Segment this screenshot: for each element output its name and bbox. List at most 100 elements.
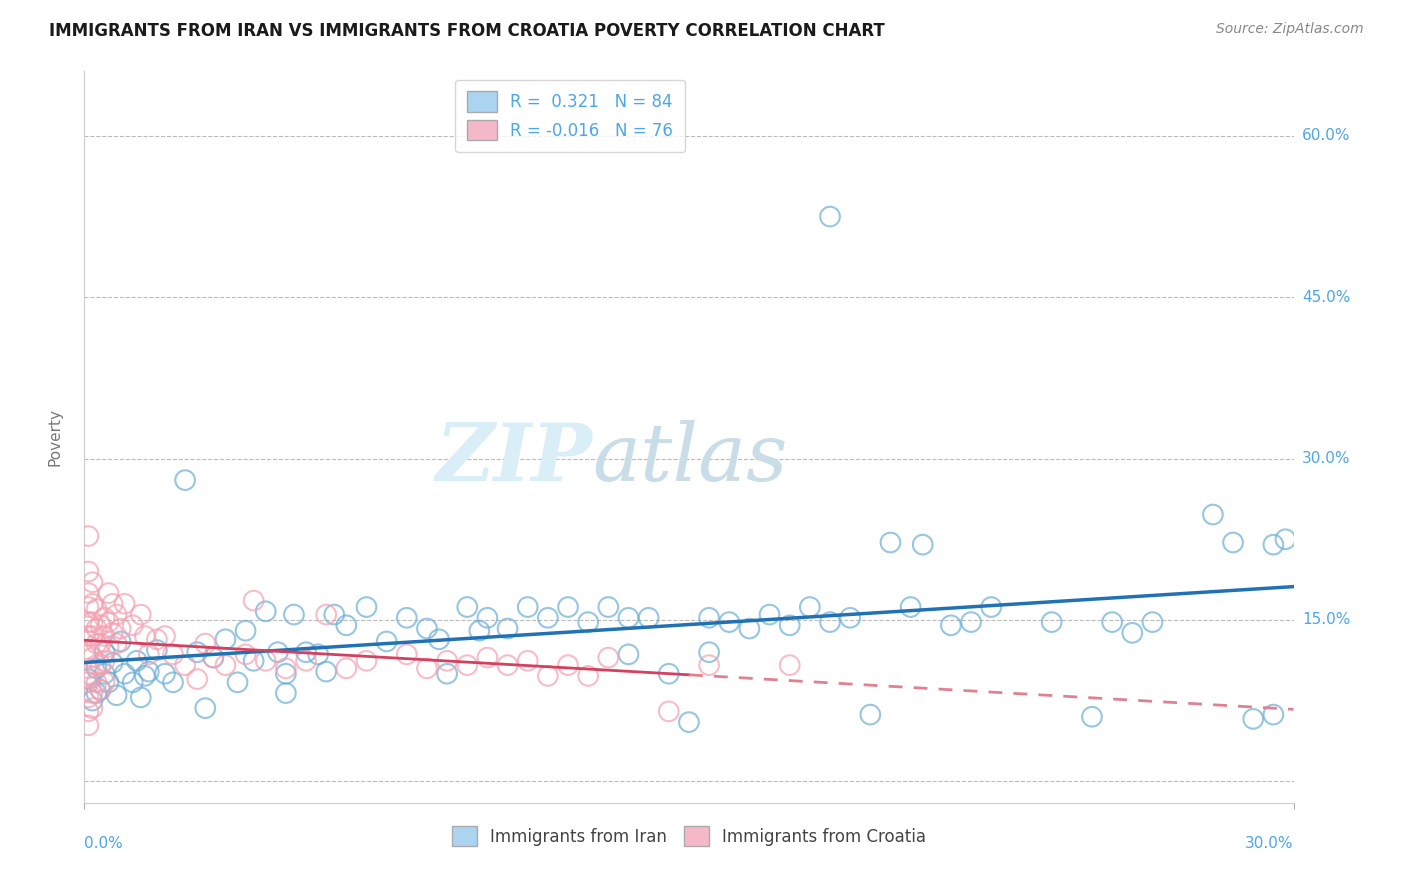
Point <box>125 654 148 668</box>
Point <box>82 615 104 629</box>
Point <box>134 629 156 643</box>
Point <box>174 658 197 673</box>
Point <box>1202 508 1225 522</box>
Point <box>496 658 519 673</box>
Point <box>202 650 225 665</box>
Point <box>110 622 132 636</box>
Point <box>86 675 108 690</box>
Point <box>194 637 217 651</box>
Point <box>1241 712 1264 726</box>
Point <box>97 675 120 690</box>
Point <box>799 600 821 615</box>
Point <box>859 707 882 722</box>
Point <box>138 648 160 662</box>
Point <box>214 632 236 647</box>
Point <box>1081 710 1104 724</box>
Point <box>658 705 681 719</box>
Point <box>1263 707 1285 722</box>
Point <box>678 715 700 730</box>
Point <box>153 666 176 681</box>
Point <box>468 624 491 638</box>
Point <box>235 648 257 662</box>
Point <box>1121 625 1143 640</box>
Point <box>235 624 257 638</box>
Point <box>138 665 160 679</box>
Point <box>86 686 108 700</box>
Text: 45.0%: 45.0% <box>1302 290 1350 305</box>
Point <box>839 611 862 625</box>
Point <box>254 654 277 668</box>
Point <box>537 669 560 683</box>
Point <box>93 675 115 690</box>
Point <box>110 634 132 648</box>
Point <box>146 643 169 657</box>
Point <box>93 629 115 643</box>
Point <box>89 637 111 651</box>
Point <box>356 654 378 668</box>
Point <box>718 615 741 629</box>
Point <box>77 690 100 705</box>
Point <box>323 607 346 622</box>
Point <box>82 575 104 590</box>
Point <box>105 637 128 651</box>
Point <box>436 654 458 668</box>
Point <box>436 666 458 681</box>
Point <box>900 600 922 615</box>
Point <box>658 666 681 681</box>
Y-axis label: Poverty: Poverty <box>48 408 63 467</box>
Point <box>315 607 337 622</box>
Text: atlas: atlas <box>592 420 787 498</box>
Point <box>516 654 538 668</box>
Point <box>598 600 620 615</box>
Point <box>114 597 136 611</box>
Point <box>477 650 499 665</box>
Point <box>101 625 124 640</box>
Point <box>576 669 599 683</box>
Point <box>375 634 398 648</box>
Point <box>93 611 115 625</box>
Point <box>86 602 108 616</box>
Point <box>274 666 297 681</box>
Point <box>86 658 108 673</box>
Point <box>82 669 104 683</box>
Point <box>496 622 519 636</box>
Point <box>1222 535 1244 549</box>
Point <box>557 658 579 673</box>
Point <box>77 672 100 686</box>
Point <box>738 622 761 636</box>
Point <box>274 686 297 700</box>
Point <box>335 618 357 632</box>
Point <box>121 618 143 632</box>
Point <box>86 661 108 675</box>
Point <box>758 607 780 622</box>
Point <box>295 654 318 668</box>
Point <box>101 656 124 670</box>
Point <box>697 611 720 625</box>
Point <box>93 645 115 659</box>
Point <box>97 615 120 629</box>
Point <box>242 593 264 607</box>
Point <box>82 693 104 707</box>
Point <box>335 661 357 675</box>
Point <box>283 607 305 622</box>
Point <box>456 600 478 615</box>
Point <box>77 629 100 643</box>
Point <box>93 654 115 668</box>
Point <box>97 586 120 600</box>
Point <box>818 615 841 629</box>
Point <box>89 618 111 632</box>
Point <box>77 565 100 579</box>
Point <box>779 658 801 673</box>
Point <box>162 675 184 690</box>
Point <box>129 607 152 622</box>
Text: 60.0%: 60.0% <box>1302 128 1350 144</box>
Point <box>93 666 115 681</box>
Point <box>427 632 450 647</box>
Text: 15.0%: 15.0% <box>1302 613 1350 627</box>
Text: ZIP: ZIP <box>436 420 592 498</box>
Point <box>1040 615 1063 629</box>
Point <box>77 705 100 719</box>
Point <box>557 600 579 615</box>
Point <box>146 632 169 647</box>
Point <box>818 210 841 224</box>
